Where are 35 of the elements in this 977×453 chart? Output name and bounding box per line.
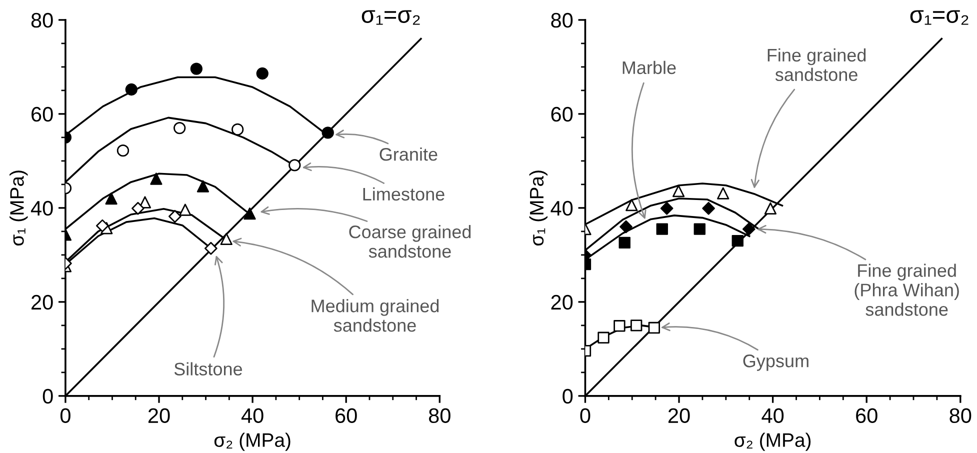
y-tick-label: 80 [551, 12, 573, 28]
y-axis-title: σ₁ (MPa) [529, 170, 548, 246]
x-tick-label: 60 [336, 408, 357, 424]
annotation: Marble [622, 60, 676, 74]
x-axis-title: σ₂ (MPa) [734, 432, 811, 451]
x-tick-label: 80 [428, 408, 450, 424]
y-tick-label: 80 [31, 12, 53, 28]
x-tick-label: 40 [762, 408, 784, 424]
annotation: Fine grained sandstone [768, 48, 866, 82]
annotation: σ₁=σ₂ [910, 10, 968, 25]
annotation: Gypsum [743, 354, 808, 371]
y-tick-label: 0 [42, 388, 53, 404]
annotation: Coarse grained sandstone [349, 225, 471, 258]
y-tick-label: 20 [551, 294, 573, 310]
x-tick-label: 60 [856, 408, 878, 424]
y-tick-label: 60 [32, 106, 53, 122]
x-tick-label: 0 [580, 408, 590, 424]
x-tick-label: 80 [950, 408, 972, 424]
x-axis-title: σ₂ (MPa) [214, 432, 290, 451]
annotation: Limestone [363, 187, 444, 201]
y-tick-label: 0 [562, 388, 573, 404]
annotation: Granite [380, 147, 438, 161]
y-tick-label: 40 [550, 200, 573, 216]
y-axis-title: σ₁ (MPa) [10, 170, 28, 246]
y-tick-label: 40 [30, 200, 53, 216]
annotation: Fine grained (Phra Wihan) sandstone [854, 264, 959, 316]
x-tick-label: 40 [241, 408, 264, 424]
annotation: Medium grained sandstone [312, 299, 439, 332]
y-tick-label: 20 [32, 294, 53, 310]
x-tick-label: 20 [668, 408, 690, 424]
x-tick-label: 0 [60, 408, 70, 424]
x-tick-label: 20 [148, 408, 170, 424]
annotation: σ₁=σ₂ [362, 10, 420, 25]
y-tick-label: 60 [551, 106, 573, 122]
annotation: Siltstone [174, 362, 242, 376]
